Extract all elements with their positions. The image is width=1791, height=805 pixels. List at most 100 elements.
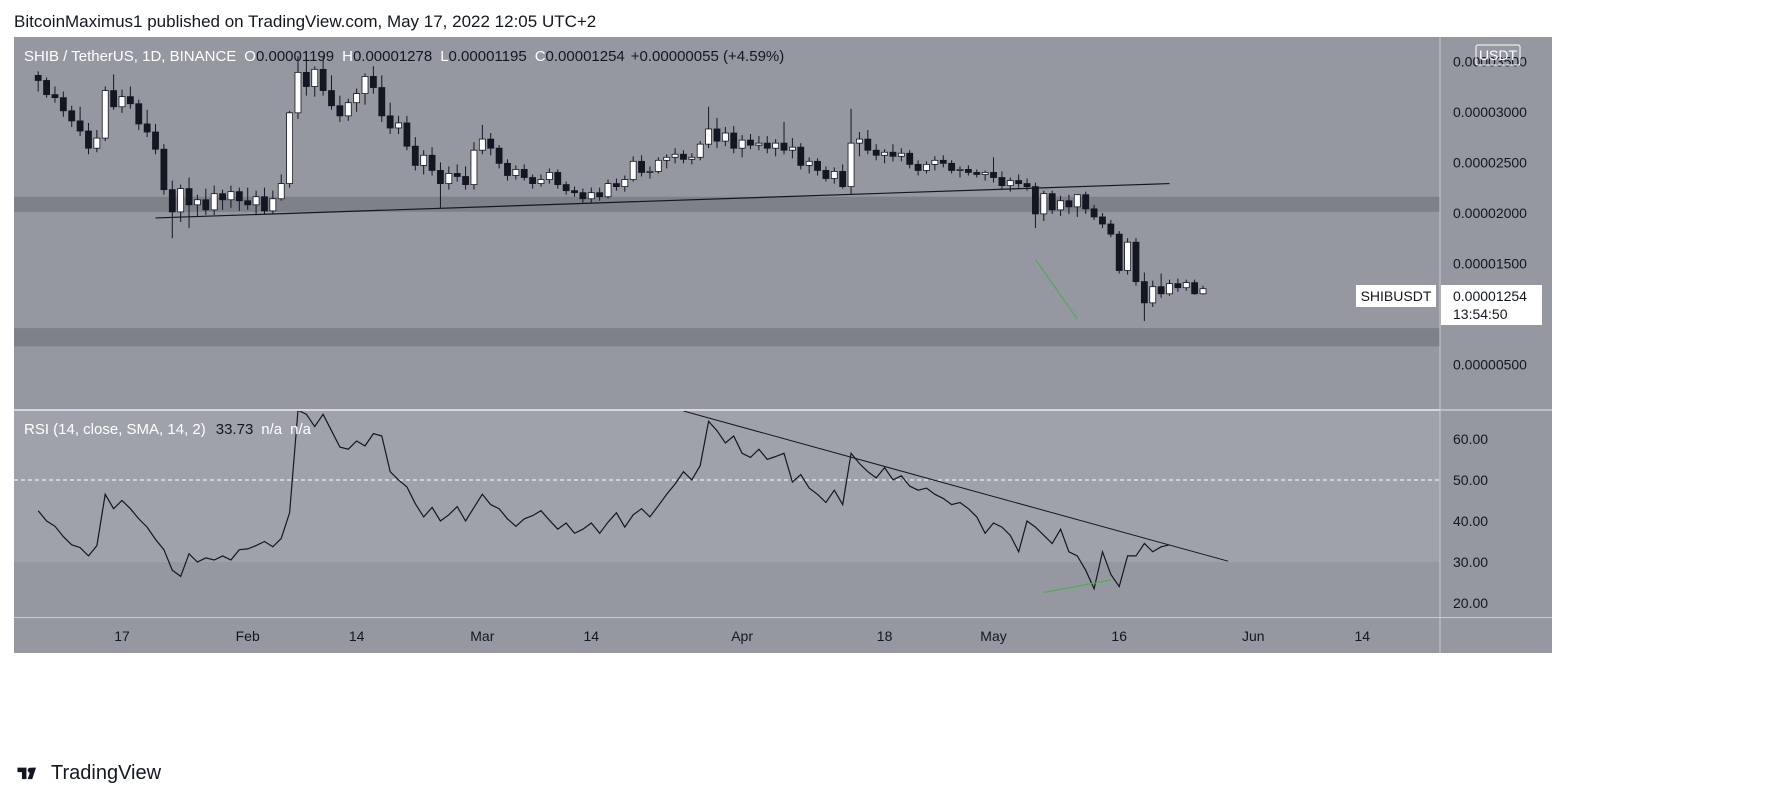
candle bbox=[1073, 194, 1081, 217]
candle-body bbox=[562, 184, 570, 192]
candle bbox=[1040, 190, 1048, 221]
candle bbox=[830, 167, 838, 184]
ohlc-label: O bbox=[244, 48, 256, 65]
candle-body bbox=[554, 172, 562, 185]
candle-body bbox=[302, 71, 310, 87]
price-axis-tick-label: 0.00002000 bbox=[1453, 205, 1527, 221]
candle bbox=[814, 158, 821, 176]
candle-body bbox=[244, 200, 252, 206]
candle bbox=[311, 66, 319, 97]
candle-body bbox=[881, 151, 888, 156]
candle-body bbox=[780, 142, 788, 151]
candle-body bbox=[411, 145, 419, 166]
last-price-tag-background bbox=[1441, 285, 1542, 325]
candle bbox=[864, 130, 872, 155]
ohlc-value: 0.00001278 bbox=[353, 48, 432, 65]
candle bbox=[1166, 279, 1173, 296]
candle bbox=[1140, 272, 1148, 322]
candle bbox=[160, 144, 168, 195]
time-axis-tick-label: 16 bbox=[1111, 628, 1127, 644]
candle-body bbox=[194, 199, 201, 206]
candle bbox=[487, 133, 495, 156]
candle-body bbox=[571, 190, 578, 194]
candle bbox=[269, 190, 277, 214]
candle bbox=[235, 187, 243, 211]
candle-body bbox=[68, 110, 76, 122]
candle-body bbox=[185, 188, 193, 206]
candle bbox=[956, 166, 964, 178]
candle bbox=[1132, 238, 1140, 286]
candle-body bbox=[1023, 183, 1031, 188]
candle-body bbox=[529, 177, 537, 184]
candle bbox=[1090, 204, 1098, 220]
candle bbox=[587, 187, 595, 203]
candle-body bbox=[143, 123, 151, 133]
candle bbox=[906, 150, 914, 169]
candle bbox=[1099, 212, 1106, 229]
symbol-tag-label: SHIBUSDT bbox=[1361, 288, 1432, 304]
price-trendline bbox=[155, 182, 1170, 219]
candle bbox=[76, 106, 84, 137]
price-change: +0.00000055 (+4.59%) bbox=[631, 48, 784, 65]
rsi-axis-tick-label: 30.00 bbox=[1453, 554, 1488, 570]
candle bbox=[654, 157, 662, 174]
candle bbox=[277, 174, 285, 201]
rsi-legend: RSI (14, close, SMA, 14, 2) 33.73 n/a n/a bbox=[24, 421, 312, 438]
candle bbox=[671, 148, 679, 164]
candle bbox=[85, 122, 92, 155]
candle bbox=[244, 187, 252, 210]
candle-body bbox=[1115, 233, 1123, 271]
candle-body bbox=[319, 68, 327, 91]
candle bbox=[386, 102, 394, 135]
tradingview-wordmark: TradingView bbox=[51, 762, 162, 784]
symbol-title: SHIB / TetherUS, 1D, BINANCE bbox=[24, 48, 236, 65]
candle bbox=[1157, 273, 1165, 298]
candle bbox=[705, 106, 712, 149]
price-axis-tick-label: 0.00001500 bbox=[1453, 255, 1527, 271]
price-axis-tick-label: 0.00003000 bbox=[1453, 104, 1527, 120]
candle-body bbox=[822, 170, 830, 179]
candles bbox=[34, 51, 1207, 322]
time-axis-tick-label: Mar bbox=[470, 628, 494, 644]
candle bbox=[537, 174, 545, 187]
candle bbox=[520, 164, 528, 181]
candle bbox=[948, 160, 956, 174]
candle bbox=[1149, 280, 1157, 307]
candle bbox=[68, 105, 76, 127]
candle-body bbox=[680, 153, 687, 160]
candle-body bbox=[403, 122, 411, 147]
candle-body bbox=[654, 159, 662, 172]
candle-body bbox=[353, 93, 361, 104]
candle-body bbox=[202, 199, 210, 211]
candle-body bbox=[839, 171, 847, 188]
price-axis-background bbox=[1440, 37, 1552, 653]
candle bbox=[931, 156, 939, 171]
candle-body bbox=[227, 191, 235, 201]
publisher-attribution: BitcoinMaximus1 published on TradingView… bbox=[14, 12, 597, 31]
candle-body bbox=[663, 156, 671, 161]
candle bbox=[202, 188, 210, 215]
time-axis-tick-label: Apr bbox=[731, 628, 753, 644]
time-axis-tick-label: Feb bbox=[236, 628, 260, 644]
candle bbox=[805, 157, 813, 174]
candle bbox=[1015, 174, 1023, 188]
candle-body bbox=[646, 171, 654, 173]
candle bbox=[378, 75, 386, 122]
rsi-series-line bbox=[37, 411, 1170, 591]
candle bbox=[562, 181, 570, 195]
candle bbox=[822, 166, 830, 182]
candle-body bbox=[1140, 281, 1148, 304]
candle-body bbox=[328, 90, 335, 107]
candle bbox=[571, 186, 578, 197]
candle bbox=[420, 150, 428, 175]
candle bbox=[1082, 191, 1090, 214]
candle bbox=[126, 86, 134, 109]
symbol-tag-background bbox=[1356, 285, 1436, 307]
candle-body bbox=[344, 102, 352, 117]
candle-body bbox=[1065, 200, 1073, 208]
candle-body bbox=[85, 130, 92, 149]
candle-body bbox=[604, 183, 612, 198]
candle bbox=[428, 147, 436, 176]
